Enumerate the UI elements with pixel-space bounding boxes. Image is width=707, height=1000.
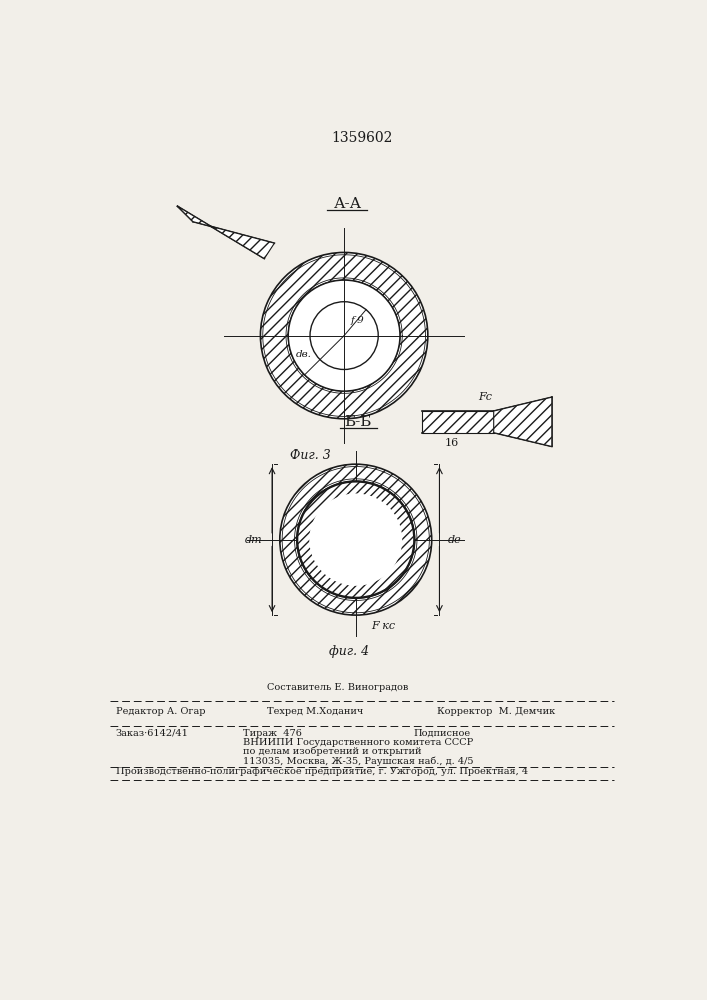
- Text: Фиг. 3: Фиг. 3: [290, 449, 331, 462]
- Text: Тираж  476: Тираж 476: [243, 729, 303, 738]
- Text: 113035, Москва, Ж-35, Раушская наб., д. 4/5: 113035, Москва, Ж-35, Раушская наб., д. …: [243, 756, 474, 766]
- Text: F кс: F кс: [371, 621, 395, 631]
- Text: 16: 16: [445, 438, 459, 448]
- Text: Fс: Fс: [478, 392, 492, 402]
- Text: Техред М.Ходанич: Техред М.Ходанич: [267, 707, 363, 716]
- Text: Составитель Е. Виноградов: Составитель Е. Виноградов: [267, 683, 408, 692]
- Text: dв.: dв.: [296, 350, 312, 359]
- Circle shape: [309, 493, 402, 586]
- Text: f 9: f 9: [351, 316, 364, 325]
- Circle shape: [298, 482, 414, 597]
- Text: А-А: А-А: [334, 197, 362, 211]
- Text: Производственно-полиграфическое предприятие, г. Ужгород, ул. Проектная, 4: Производственно-полиграфическое предприя…: [115, 768, 527, 776]
- Text: 1359602: 1359602: [332, 131, 392, 145]
- Text: dт: dт: [245, 535, 262, 545]
- Text: по делам изобретений и открытий: по делам изобретений и открытий: [243, 747, 422, 756]
- Polygon shape: [177, 206, 274, 259]
- Polygon shape: [493, 397, 552, 446]
- Circle shape: [288, 280, 400, 391]
- Polygon shape: [421, 411, 493, 433]
- Text: Редактор А. Огар: Редактор А. Огар: [115, 707, 205, 716]
- Text: Заказ·6142/41: Заказ·6142/41: [115, 729, 188, 738]
- Text: фиг. 4: фиг. 4: [329, 645, 369, 658]
- Text: ВНИИПИ Государственного комитета СССР: ВНИИПИ Государственного комитета СССР: [243, 738, 474, 747]
- Text: dе: dе: [448, 535, 462, 545]
- Text: Корректор  М. Демчик: Корректор М. Демчик: [437, 707, 556, 716]
- Circle shape: [310, 302, 378, 369]
- Text: Б-Б: Б-Б: [344, 415, 372, 429]
- Text: Подписное: Подписное: [414, 729, 471, 738]
